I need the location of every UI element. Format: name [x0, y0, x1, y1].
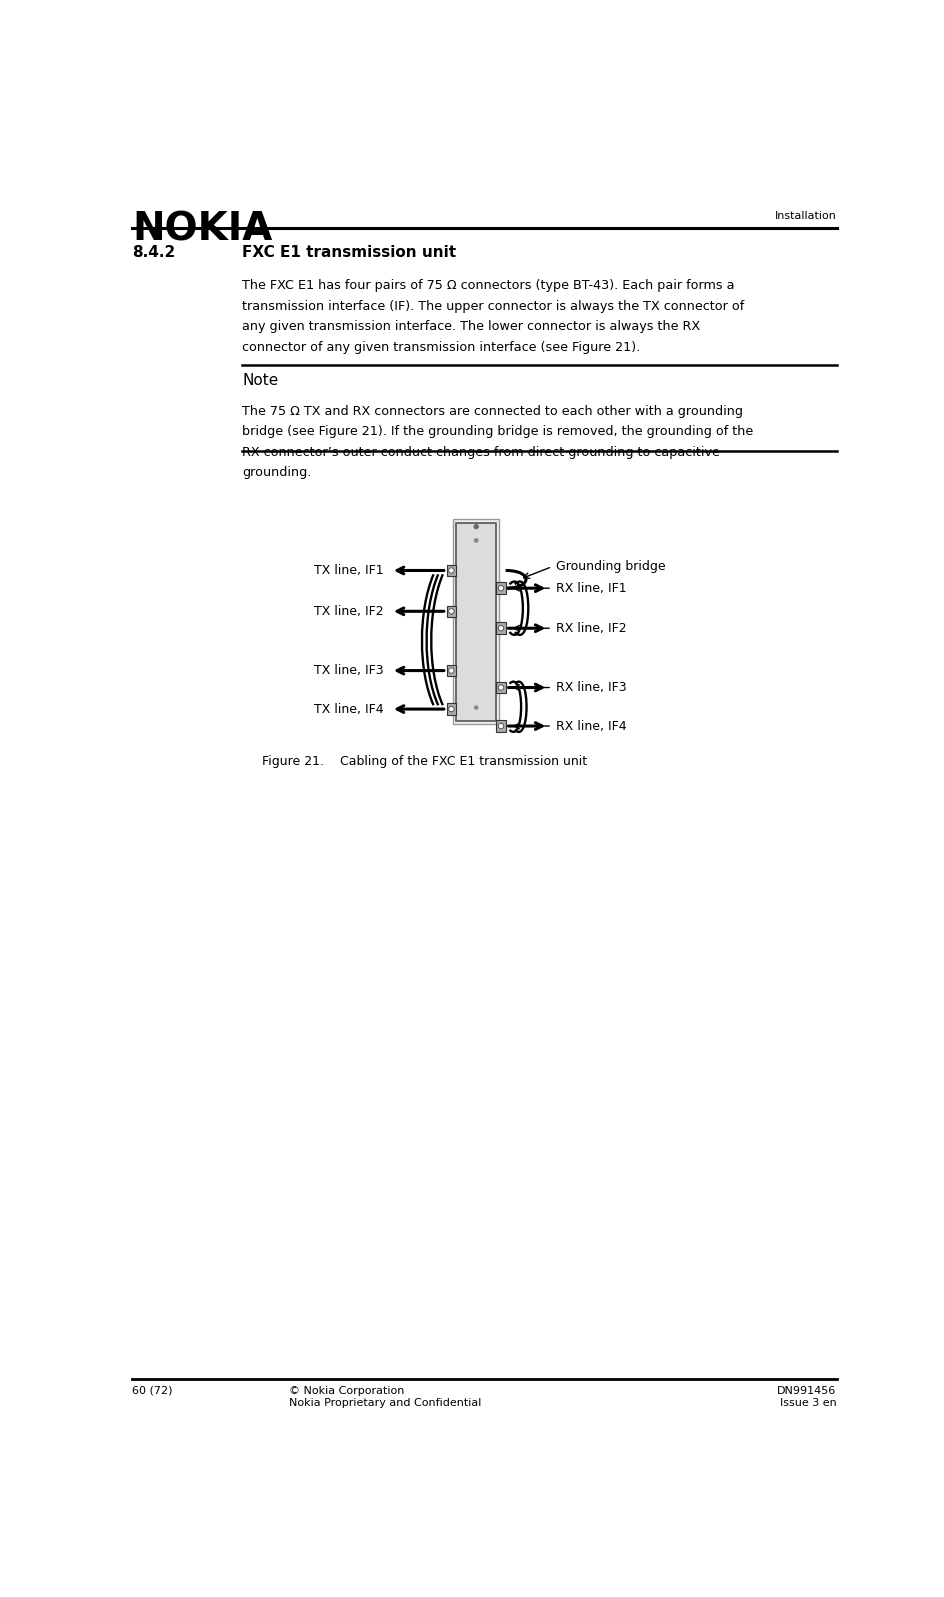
Bar: [447, 565, 456, 577]
Text: RX line, IF3: RX line, IF3: [555, 680, 626, 695]
Bar: [447, 605, 456, 616]
Circle shape: [474, 538, 478, 541]
Text: Figure 21.    Cabling of the FXC E1 transmission unit: Figure 21. Cabling of the FXC E1 transmi…: [261, 755, 586, 768]
Circle shape: [497, 723, 503, 728]
Text: The 75 Ω TX and RX connectors are connected to each other with a grounding: The 75 Ω TX and RX connectors are connec…: [242, 406, 742, 418]
Text: © Nokia Corporation: © Nokia Corporation: [288, 1386, 404, 1396]
Circle shape: [497, 685, 503, 690]
Text: TX line, IF2: TX line, IF2: [313, 605, 382, 618]
Text: FXC E1 transmission unit: FXC E1 transmission unit: [242, 244, 456, 260]
Bar: [496, 623, 505, 634]
Bar: [452, 519, 498, 725]
Text: Grounding bridge: Grounding bridge: [555, 561, 665, 573]
Circle shape: [448, 608, 454, 613]
Text: TX line, IF1: TX line, IF1: [313, 564, 382, 577]
Text: bridge (see Figure 21). If the grounding bridge is removed, the grounding of the: bridge (see Figure 21). If the grounding…: [242, 425, 752, 438]
Circle shape: [474, 706, 478, 709]
Text: TX line, IF4: TX line, IF4: [313, 703, 382, 715]
Bar: [447, 703, 456, 715]
Text: Note: Note: [242, 372, 278, 388]
Circle shape: [474, 525, 478, 529]
Text: 8.4.2: 8.4.2: [132, 244, 176, 260]
Text: RX line, IF1: RX line, IF1: [555, 581, 626, 594]
Circle shape: [497, 626, 503, 631]
Text: The FXC E1 has four pairs of 75 Ω connectors (type BT-43). Each pair forms a: The FXC E1 has four pairs of 75 Ω connec…: [242, 279, 733, 292]
Text: RX line, IF2: RX line, IF2: [555, 621, 626, 634]
Text: RX connector’s outer conduct changes from direct grounding to capacitive: RX connector’s outer conduct changes fro…: [242, 446, 719, 458]
Text: connector of any given transmission interface (see Figure 21).: connector of any given transmission inte…: [242, 340, 640, 353]
Bar: [496, 682, 505, 693]
Text: grounding.: grounding.: [242, 466, 312, 479]
Circle shape: [448, 569, 454, 573]
Bar: [456, 522, 496, 720]
Text: transmission interface (IF). The upper connector is always the TX connector of: transmission interface (IF). The upper c…: [242, 300, 744, 313]
Text: DN991456: DN991456: [777, 1386, 835, 1396]
Bar: [496, 720, 505, 731]
Text: NOKIA: NOKIA: [132, 211, 272, 249]
Circle shape: [448, 668, 454, 674]
Text: Installation: Installation: [774, 211, 835, 220]
Text: RX line, IF4: RX line, IF4: [555, 720, 626, 733]
Circle shape: [448, 706, 454, 712]
Circle shape: [497, 586, 503, 591]
Text: Issue 3 en: Issue 3 en: [779, 1399, 835, 1409]
Text: any given transmission interface. The lower connector is always the RX: any given transmission interface. The lo…: [242, 321, 700, 334]
Bar: [447, 664, 456, 677]
Bar: [496, 583, 505, 594]
Text: TX line, IF3: TX line, IF3: [313, 664, 382, 677]
Text: 60 (72): 60 (72): [132, 1386, 173, 1396]
Text: Nokia Proprietary and Confidential: Nokia Proprietary and Confidential: [288, 1399, 480, 1409]
